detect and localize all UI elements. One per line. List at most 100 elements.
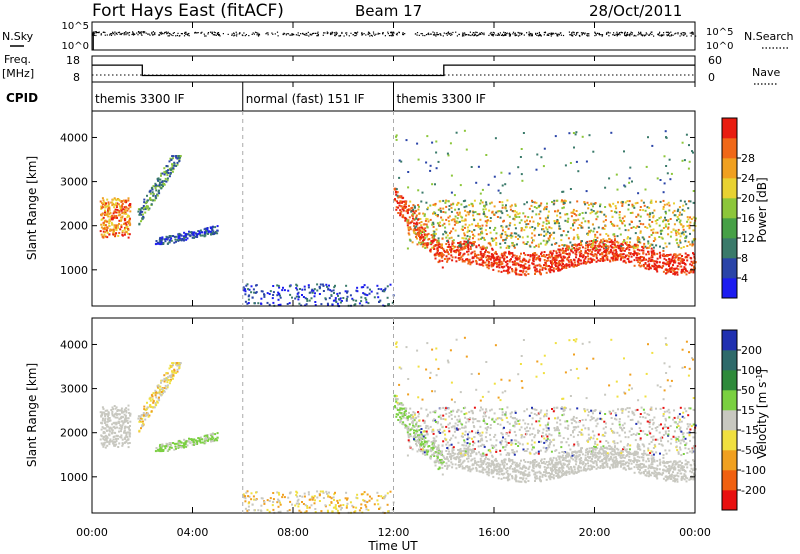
power-echo [203, 228, 206, 231]
power-echo [520, 229, 523, 232]
power-echo [169, 173, 172, 175]
power-echo [409, 200, 412, 203]
noise-point [651, 33, 653, 36]
velocity-echo [278, 493, 281, 496]
power-echo [684, 240, 687, 243]
power-echo [434, 232, 437, 235]
noise-point [615, 33, 617, 35]
power-echo [470, 252, 473, 255]
power-echo [658, 251, 661, 254]
power-echo [664, 254, 667, 257]
power-echo [602, 259, 605, 262]
power-echo [515, 232, 518, 235]
velocity-echo [314, 499, 316, 502]
power-echo [515, 268, 517, 271]
power-echo [441, 259, 444, 262]
power-echo [447, 245, 450, 248]
velocity-echo [297, 498, 300, 501]
noise-point [335, 31, 337, 33]
power-echo [462, 237, 465, 240]
velocity-echo [360, 503, 363, 506]
power-echo [431, 246, 434, 249]
power-echo [497, 255, 500, 258]
power-echo [260, 302, 262, 305]
power-echo [504, 231, 507, 233]
power-echo [120, 209, 123, 212]
power-echo [596, 231, 599, 234]
velocity-echo [127, 446, 130, 449]
power-echo [666, 172, 669, 175]
power-echo [559, 268, 562, 271]
power-echo [496, 210, 499, 213]
power-echo [688, 226, 691, 229]
power-echo [251, 296, 254, 299]
power-echo [100, 218, 103, 221]
power-echo [647, 246, 650, 249]
power-echo [629, 212, 632, 214]
power-echo [627, 229, 630, 232]
power-echo [416, 228, 419, 231]
power-echo [540, 252, 542, 255]
power-echo [210, 232, 213, 235]
velocity-echo [118, 430, 120, 433]
noise-point [251, 33, 253, 35]
power-echo [159, 240, 162, 242]
power-echo [660, 216, 662, 219]
power-echo [685, 203, 688, 206]
velocity-echo [168, 382, 171, 385]
noise-point [215, 34, 217, 36]
power-echo [408, 233, 411, 236]
power-echo [288, 302, 291, 305]
noise-point [670, 34, 673, 36]
velocity-echo [581, 463, 584, 466]
power-echo [602, 226, 605, 229]
power-echo [498, 210, 501, 213]
power-echo [466, 226, 469, 229]
power-echo [128, 224, 131, 227]
noise-point [491, 34, 493, 36]
power-echo [430, 234, 433, 236]
velocity-echo [325, 490, 328, 493]
velocity-echo [168, 367, 171, 370]
power-echo [618, 227, 621, 230]
power-echo [680, 260, 683, 263]
power-echo [489, 231, 492, 234]
power-echo [539, 259, 542, 262]
power-echo [534, 270, 537, 273]
velocity-echo [216, 439, 219, 442]
noise-point [248, 35, 250, 37]
velocity-echo [360, 507, 363, 510]
velocity-echo [277, 511, 280, 513]
velocity-echo [123, 431, 125, 434]
power-echo [511, 270, 514, 273]
velocity-echo [171, 370, 174, 373]
power-echo [171, 163, 174, 166]
power-echo [407, 186, 410, 189]
power-echo [421, 241, 424, 244]
velocity-echo [125, 435, 128, 437]
noise-point [433, 34, 435, 36]
noise-point [535, 32, 537, 34]
power-echo [436, 249, 439, 252]
power-echo [244, 290, 247, 293]
power-echo [320, 303, 323, 306]
velocity-echo [330, 497, 333, 500]
power-echo [289, 293, 292, 296]
power-echo [201, 234, 204, 237]
velocity-echo [199, 441, 202, 444]
power-echo [471, 205, 474, 208]
noise-point [651, 31, 653, 33]
power-echo [467, 248, 470, 250]
power-echo [169, 157, 172, 160]
power-echo [158, 184, 161, 187]
power-echo [103, 233, 106, 236]
power-echo [673, 214, 676, 217]
velocity-echo [194, 442, 197, 445]
power-echo [513, 246, 516, 249]
power-echo [525, 243, 528, 245]
power-echo [641, 259, 644, 262]
power-echo [561, 257, 564, 260]
power-echo [185, 238, 188, 241]
velocity-echo [106, 429, 109, 432]
noise-point [393, 32, 395, 34]
